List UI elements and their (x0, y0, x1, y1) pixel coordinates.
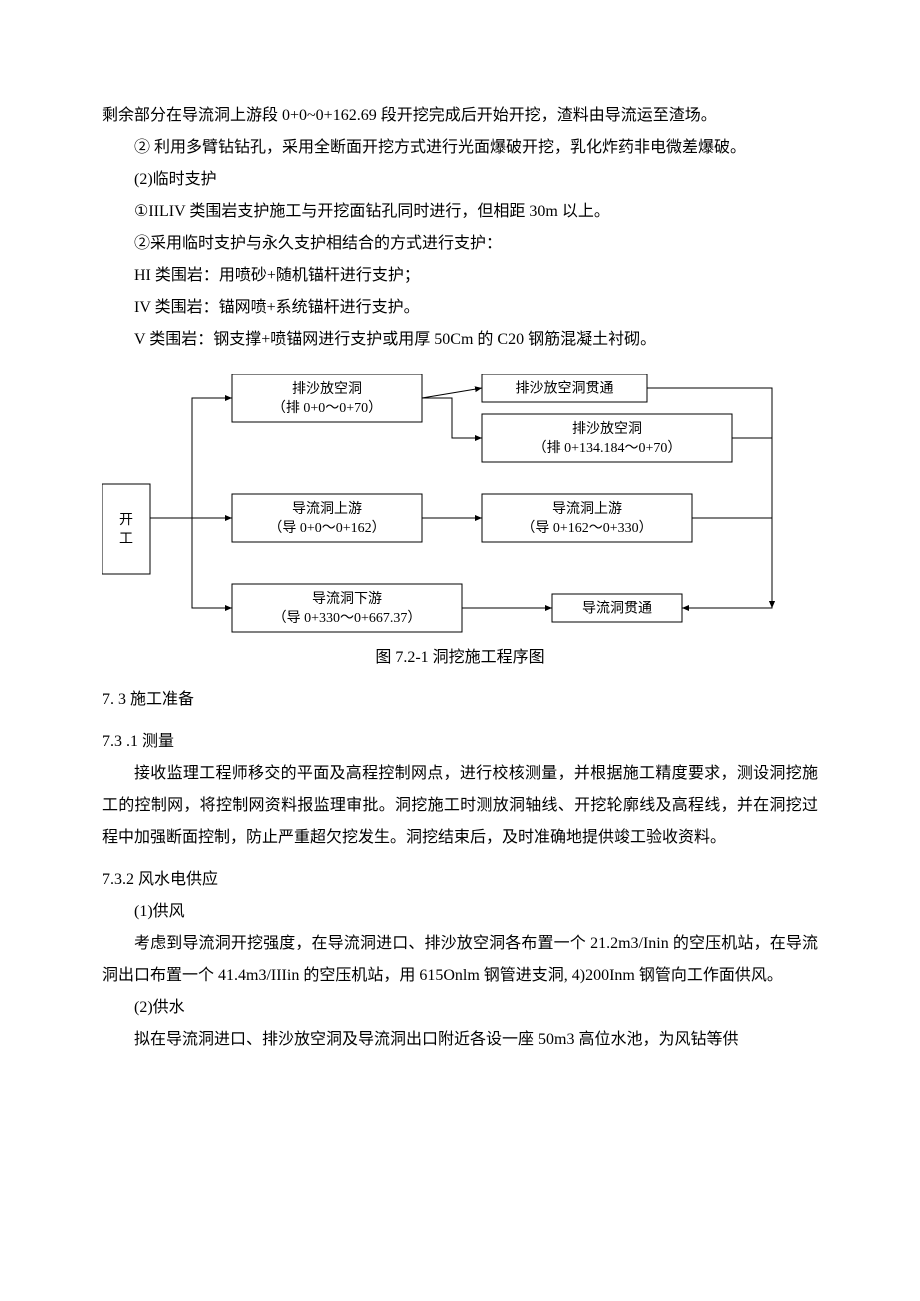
svg-text:（排 0+0～0+70）: （排 0+0～0+70） (272, 400, 382, 416)
svg-text:导流洞贯通: 导流洞贯通 (582, 601, 652, 617)
para-7-3-2-2: 考虑到导流洞开挖强度，在导流洞进口、排沙放空洞各布置一个 21.2m3/Inin… (102, 928, 818, 992)
svg-text:（导 0+162～0+330）: （导 0+162～0+330） (521, 520, 652, 536)
para-remnant: 剩余部分在导流洞上游段 0+0~0+162.69 段开挖完成后开始开挖，渣料由导… (102, 100, 818, 132)
svg-text:（排 0+134.184～0+70）: （排 0+134.184～0+70） (533, 440, 682, 456)
para-temp-support: (2)临时支护 (102, 164, 818, 196)
svg-text:（导 0+330～0+667.37）: （导 0+330～0+667.37） (273, 610, 422, 626)
heading-7-3: 7. 3 施工准备 (102, 684, 818, 716)
flowchart-caption: 图 7.2-1 洞挖施工程序图 (102, 642, 818, 674)
svg-text:开: 开 (119, 513, 133, 528)
para-item2: ② 利用多臂钻钻孔，采用全断面开挖方式进行光面爆破开挖，乳化炸药非电微差爆破。 (102, 132, 818, 164)
para-rock-hi: HI 类围岩：用喷砂+随机锚杆进行支护； (102, 260, 818, 292)
svg-text:导流洞上游: 导流洞上游 (292, 501, 362, 517)
heading-7-3-2: 7.3.2 风水电供应 (102, 864, 818, 896)
para-7-3-1-body: 接收监理工程师移交的平面及高程控制网点，进行校核测量，并根据施工精度要求，测设洞… (102, 758, 818, 854)
svg-text:排沙放空洞: 排沙放空洞 (572, 421, 642, 437)
svg-text:导流洞上游: 导流洞上游 (552, 501, 622, 517)
para-7-3-2-3: (2)供水 (102, 992, 818, 1024)
svg-text:排沙放空洞: 排沙放空洞 (292, 381, 362, 397)
heading-7-3-1: 7.3 .1 测量 (102, 726, 818, 758)
svg-text:排沙放空洞贯通: 排沙放空洞贯通 (516, 381, 614, 397)
svg-text:导流洞下游: 导流洞下游 (312, 591, 382, 607)
para-rock-iv: IV 类围岩：锚网喷+系统锚杆进行支护。 (102, 292, 818, 324)
svg-text:工: 工 (119, 532, 133, 547)
flowchart-svg: 开工排沙放空洞（排 0+0～0+70）排沙放空洞贯通排沙放空洞（排 0+134.… (102, 374, 818, 634)
para-7-3-2-4: 拟在导流洞进口、排沙放空洞及导流洞出口附近各设一座 50m3 高位水池，为风钻等… (102, 1024, 818, 1056)
flowchart-7-2-1: 开工排沙放空洞（排 0+0～0+70）排沙放空洞贯通排沙放空洞（排 0+134.… (102, 374, 818, 634)
svg-text:（导 0+0～0+162）: （导 0+0～0+162） (268, 520, 385, 536)
para-rock-v: V 类围岩：钢支撑+喷锚网进行支护或用厚 50Cm 的 C20 钢筋混凝土衬砌。 (102, 324, 818, 356)
para-7-3-2-1: (1)供风 (102, 896, 818, 928)
para-support-2: ②采用临时支护与永久支护相结合的方式进行支护： (102, 228, 818, 260)
para-support-1: ①IILIV 类围岩支护施工与开挖面钻孔同时进行，但相距 30m 以上。 (102, 196, 818, 228)
